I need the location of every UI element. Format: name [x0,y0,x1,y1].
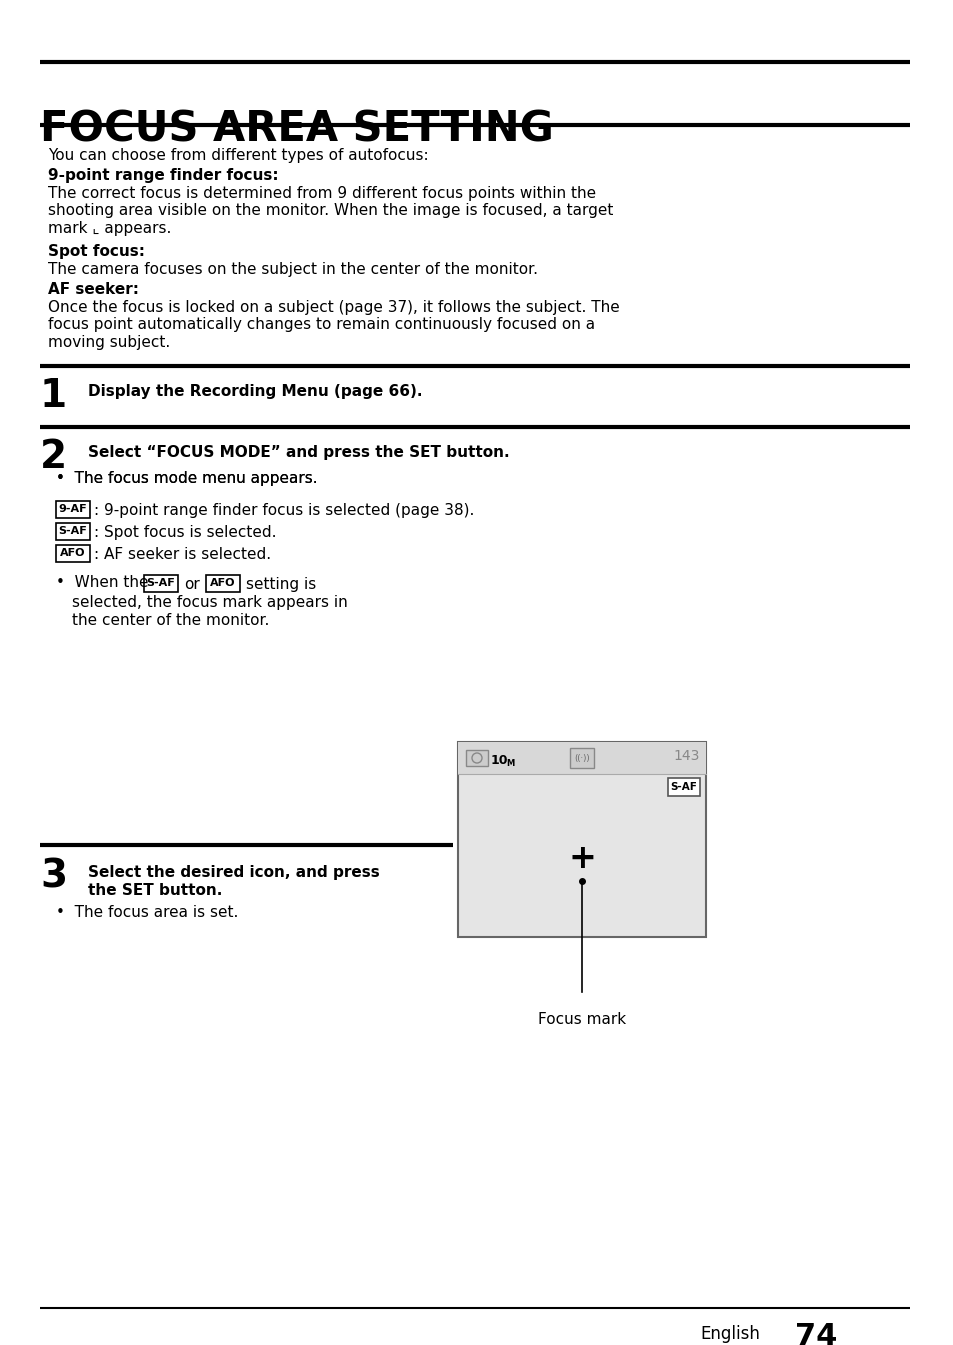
Text: : Spot focus is selected.: : Spot focus is selected. [94,525,276,539]
Bar [457,742,705,773]
Text: ((·)): ((·)) [574,753,589,763]
Text: The correct focus is determined from 9 different focus points within the
shootin: The correct focus is determined from 9 d… [48,186,613,235]
Bar [144,576,178,592]
Text: or: or [184,577,199,592]
Text: : AF seeker is selected.: : AF seeker is selected. [94,547,271,562]
Text: 10: 10 [491,753,508,767]
Text: 1: 1 [40,377,67,416]
Text: S-AF: S-AF [147,578,175,589]
Text: M: M [505,759,514,768]
Text: : 9-point range finder focus is selected (page 38).: : 9-point range finder focus is selected… [94,503,474,518]
Text: AFO: AFO [210,578,235,589]
Text: You can choose from different types of autofocus:: You can choose from different types of a… [48,148,428,163]
Text: •  The focus mode menu appears.: • The focus mode menu appears. [56,471,317,486]
Bar [206,576,240,592]
Text: setting is: setting is [246,577,315,592]
Bar [457,742,705,937]
Text: •  The focus mode menu appears.: • The focus mode menu appears. [56,471,317,486]
Text: Select “FOCUS MODE” and press the SET button.: Select “FOCUS MODE” and press the SET bu… [88,445,509,460]
Text: 2: 2 [40,438,67,476]
Text: 9-AF: 9-AF [59,504,88,515]
Text: Select the desired icon, and press: Select the desired icon, and press [88,865,379,880]
Bar [465,751,488,767]
Text: S-AF: S-AF [58,526,88,537]
Text: 9-point range finder focus:: 9-point range finder focus: [48,168,278,183]
Text: The camera focuses on the subject in the center of the monitor.: The camera focuses on the subject in the… [48,262,537,277]
Text: English: English [700,1325,760,1344]
Text: Spot focus:: Spot focus: [48,243,145,260]
Bar [56,545,90,562]
Text: Focus mark: Focus mark [537,1011,625,1028]
Text: 143: 143 [673,749,700,763]
Text: Once the focus is locked on a subject (page 37), it follows the subject. The
foc: Once the focus is locked on a subject (p… [48,300,619,350]
Bar [56,500,90,518]
Text: the SET button.: the SET button. [88,884,222,898]
Text: 74: 74 [794,1322,837,1345]
Text: FOCUS AREA SETTING: FOCUS AREA SETTING [40,108,554,151]
Text: +: + [567,842,596,876]
Text: 3: 3 [40,858,67,896]
Text: Display the Recording Menu (page 66).: Display the Recording Menu (page 66). [88,385,422,399]
Text: •  When the: • When the [56,576,149,590]
Bar [667,777,700,796]
Bar [569,748,594,768]
Text: •  The focus area is set.: • The focus area is set. [56,905,238,920]
Bar [56,523,90,539]
Text: AFO: AFO [60,549,86,558]
Text: selected, the focus mark appears in: selected, the focus mark appears in [71,594,348,611]
Text: the center of the monitor.: the center of the monitor. [71,613,269,628]
Text: AF seeker:: AF seeker: [48,282,139,297]
Text: S-AF: S-AF [670,781,697,792]
